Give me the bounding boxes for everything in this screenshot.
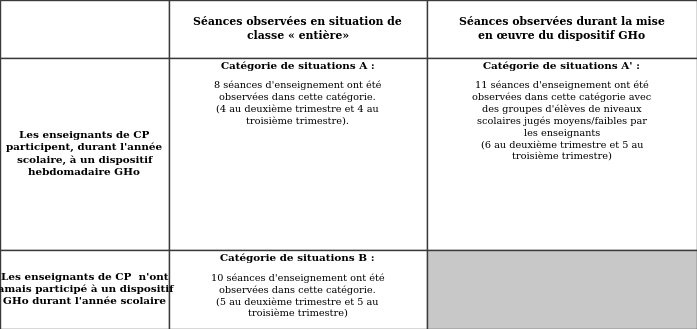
Text: Catégorie de situations A' :: Catégorie de situations A' : xyxy=(483,62,641,71)
Bar xyxy=(169,0,427,58)
Text: 11 séances d'enseignement ont été
observées dans cette catégorie avec
des groupe: 11 séances d'enseignement ont été observ… xyxy=(472,81,652,161)
Text: 8 séances d'enseignement ont été
observées dans cette catégorie.
(4 au deuxième : 8 séances d'enseignement ont été observé… xyxy=(214,81,381,125)
Text: Les enseignants de CP
participent, durant l'année
scolaire, à un dispositif
hebd: Les enseignants de CP participent, duran… xyxy=(6,131,162,177)
Bar xyxy=(169,250,427,329)
Text: Catégorie de situations B :: Catégorie de situations B : xyxy=(220,254,375,264)
Bar xyxy=(169,58,427,250)
Bar xyxy=(0,250,169,329)
Bar xyxy=(427,58,697,250)
Bar xyxy=(0,0,169,58)
Bar xyxy=(427,250,697,329)
Text: Catégorie de situations A :: Catégorie de situations A : xyxy=(221,62,374,71)
Text: Séances observées en situation de
classe « entière»: Séances observées en situation de classe… xyxy=(193,16,402,41)
Text: 10 séances d'enseignement ont été
observées dans cette catégorie.
(5 au deuxième: 10 séances d'enseignement ont été observ… xyxy=(210,273,385,317)
Text: Les enseignants de CP  n'ont
jamais participé à un dispositif
GHo durant l'année: Les enseignants de CP n'ont jamais parti… xyxy=(0,273,174,306)
Bar xyxy=(0,58,169,250)
Text: Séances observées durant la mise
en œuvre du dispositif GHo: Séances observées durant la mise en œuvr… xyxy=(459,16,665,41)
Bar xyxy=(427,0,697,58)
